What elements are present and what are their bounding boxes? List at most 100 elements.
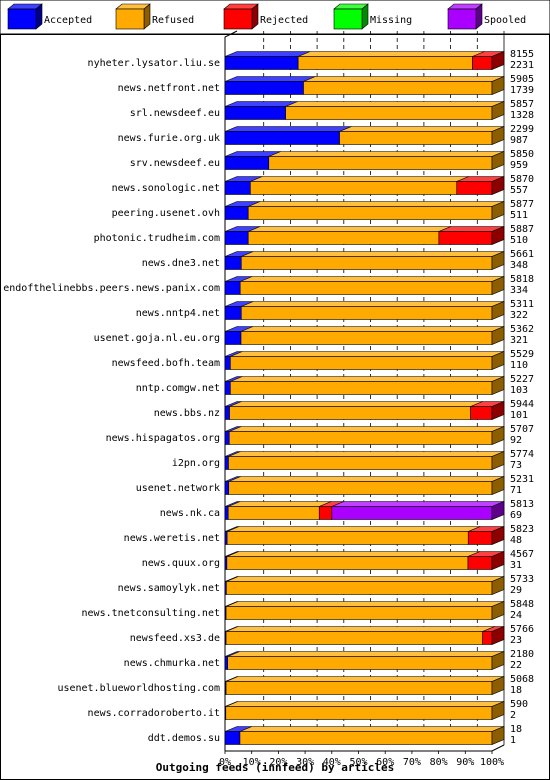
bar-segment-refused <box>227 651 505 670</box>
category-label: endofthelinebbs.peers.news.panix.com <box>3 283 220 294</box>
bar-segment-rejected <box>318 501 344 520</box>
bar-segment-refused <box>250 176 469 195</box>
bar-segment-refused <box>225 676 505 695</box>
accepted-value: 2 <box>510 710 516 721</box>
accepted-value: 73 <box>510 460 522 471</box>
bar-row <box>224 701 505 720</box>
bar-row <box>224 51 505 70</box>
bar-segment-refused <box>226 526 481 545</box>
offered-value: 5707 <box>510 424 534 435</box>
bar-row <box>224 301 505 320</box>
bar-segment-rejected <box>467 551 505 570</box>
bar-row <box>224 326 505 345</box>
bar-segment-rejected <box>472 51 505 70</box>
accepted-value: 101 <box>510 410 528 421</box>
accepted-value: 23 <box>510 635 522 646</box>
category-label: news.furie.org.uk <box>118 133 220 144</box>
bar-row <box>224 201 505 220</box>
category-label: srl.newsdeef.eu <box>130 108 220 119</box>
accepted-value: 1 <box>510 735 516 746</box>
bar-row <box>224 576 505 595</box>
offered-value: 5848 <box>510 599 534 610</box>
bar-segment-refused <box>285 101 505 120</box>
offered-value: 5813 <box>510 499 534 510</box>
accepted-value: 48 <box>510 535 522 546</box>
offered-value: 5068 <box>510 674 534 685</box>
bar-row <box>224 526 505 545</box>
x-tick-label: 90% <box>456 757 474 768</box>
accepted-value: 1328 <box>510 110 534 121</box>
bars <box>224 51 505 745</box>
accepted-value: 322 <box>510 310 528 321</box>
bar-row <box>224 426 505 445</box>
accepted-value: 334 <box>510 285 528 296</box>
accepted-value: 71 <box>510 485 522 496</box>
bar-row <box>224 501 505 520</box>
bar-row <box>224 226 505 245</box>
accepted-value: 103 <box>510 385 528 396</box>
category-label: ddt.demos.su <box>148 733 220 744</box>
category-label: news.corradoroberto.it <box>88 708 220 719</box>
x-axis-line <box>225 744 505 752</box>
category-label: news.samoylyk.net <box>118 583 220 594</box>
bar-row <box>224 76 505 95</box>
offered-value: 5311 <box>510 299 534 310</box>
category-label: newsfeed.xs3.de <box>130 633 220 644</box>
legend-label: Refused <box>152 15 194 26</box>
bar-segment-accepted <box>224 201 261 220</box>
legend-swatch <box>7 8 37 30</box>
legend-item-refused: Refused <box>115 3 194 30</box>
bar-row <box>224 176 505 195</box>
accepted-value: 987 <box>510 135 528 146</box>
category-label: news.tnetconsulting.net <box>82 608 220 619</box>
x-tick-label: 0% <box>219 757 231 768</box>
offered-value: 8155 <box>510 49 534 60</box>
bar-segment-refused <box>240 251 505 270</box>
legend-item-spooled: Spooled <box>447 3 526 30</box>
accepted-value: 557 <box>510 185 528 196</box>
bar-segment-refused <box>225 601 505 620</box>
category-labels: nyheter.lysator.liu.se news.netfront.net s… <box>3 58 220 744</box>
offered-value: 5661 <box>510 249 534 260</box>
category-label: news.chmurka.net <box>124 658 220 669</box>
category-label: newsfeed.bofh.team <box>112 358 220 369</box>
bar-row <box>224 551 505 570</box>
bar-row <box>224 101 505 120</box>
bar-segment-refused <box>229 401 483 420</box>
category-label: news.sonologic.net <box>112 183 220 194</box>
bar-row <box>224 726 505 745</box>
legend-swatch <box>115 8 145 30</box>
offered-value: 2299 <box>510 124 534 135</box>
bar-row <box>224 626 505 645</box>
accepted-value: 24 <box>510 610 522 621</box>
bar-row <box>224 351 505 370</box>
category-label: usenet.network <box>136 483 220 494</box>
x-tick-label: 60% <box>376 757 394 768</box>
bar-segment-refused <box>239 726 505 745</box>
bar-segment-rejected <box>438 226 505 245</box>
bar-segment-refused <box>228 426 505 445</box>
accepted-value: 1739 <box>510 85 534 96</box>
bar-segment-accepted <box>224 126 352 145</box>
offered-value: 5877 <box>510 199 534 210</box>
offered-value: 5870 <box>510 174 534 185</box>
offered-value: 4567 <box>510 549 534 560</box>
bar-row <box>224 601 505 620</box>
offered-value: 5944 <box>510 399 534 410</box>
accepted-value: 959 <box>510 160 528 171</box>
offered-value: 5362 <box>510 324 534 335</box>
legend-label: Spooled <box>484 15 526 26</box>
bar-segment-rejected <box>456 176 505 195</box>
accepted-value: 29 <box>510 585 522 596</box>
category-label: news.dne3.net <box>142 258 220 269</box>
bar-segment-refused <box>228 451 505 470</box>
category-label: news.netfront.net <box>118 83 220 94</box>
offered-value: 5823 <box>510 524 534 535</box>
bar-row <box>224 251 505 270</box>
bar-segment-refused <box>225 701 505 720</box>
offered-value: 5887 <box>510 224 534 235</box>
category-label: usenet.goja.nl.eu.org <box>94 333 220 344</box>
accepted-value: 18 <box>510 685 522 696</box>
value-labels: 8155223159051739585713282299987585095958… <box>510 49 534 746</box>
legend-label: Missing <box>370 15 412 26</box>
